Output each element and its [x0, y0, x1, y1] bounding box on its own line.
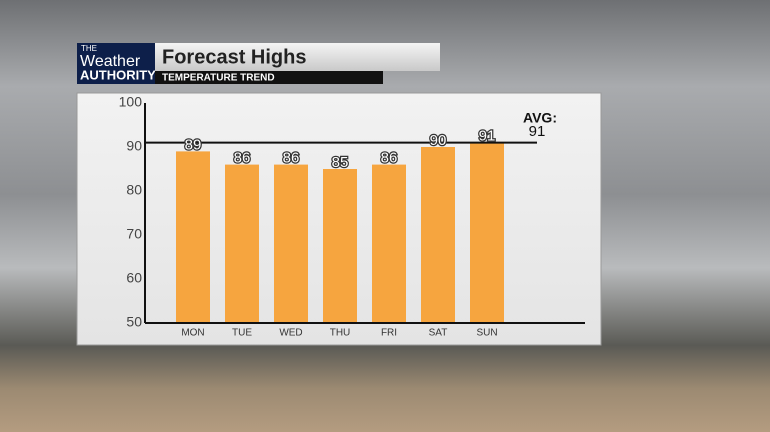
- bar: [176, 151, 210, 323]
- value-label: 90: [430, 132, 447, 149]
- value-label: 89: [185, 136, 202, 153]
- value-label: 86: [234, 150, 251, 167]
- y-tick-label: 60: [126, 270, 142, 286]
- y-tick-label: 90: [126, 138, 142, 154]
- bar: [323, 169, 357, 323]
- value-label: 86: [381, 150, 398, 167]
- y-tick-label: 100: [119, 94, 143, 110]
- subtitle-bar: [155, 71, 383, 84]
- y-tick-label: 50: [126, 314, 142, 330]
- bar: [225, 164, 259, 323]
- x-tick-label: TUE: [232, 328, 252, 339]
- value-label: 85: [332, 154, 349, 171]
- x-tick-label: WED: [279, 328, 302, 339]
- value-label: 91: [479, 128, 496, 145]
- bar: [372, 164, 406, 323]
- x-tick-label: SUN: [476, 328, 497, 339]
- x-tick-label: SAT: [429, 328, 448, 339]
- brand-bottom: AUTHORITY: [80, 67, 156, 82]
- x-tick-label: MON: [181, 328, 204, 339]
- value-label: 86: [283, 150, 300, 167]
- chart-subtitle: TEMPERATURE TREND: [162, 73, 275, 84]
- title-bar: [155, 43, 440, 71]
- brand-top: THE: [81, 44, 97, 53]
- x-tick-label: FRI: [381, 328, 397, 339]
- bar: [421, 147, 455, 323]
- logo-box: [77, 43, 155, 84]
- brand-middle: Weather: [80, 53, 141, 70]
- y-tick-label: 80: [126, 182, 142, 198]
- average-label: AVG:: [523, 110, 557, 126]
- chart-title: Forecast Highs: [162, 46, 306, 68]
- y-tick-label: 70: [126, 226, 142, 242]
- x-tick-label: THU: [330, 328, 351, 339]
- bar: [274, 164, 308, 323]
- average-value: 91: [529, 123, 546, 140]
- bar: [470, 142, 504, 323]
